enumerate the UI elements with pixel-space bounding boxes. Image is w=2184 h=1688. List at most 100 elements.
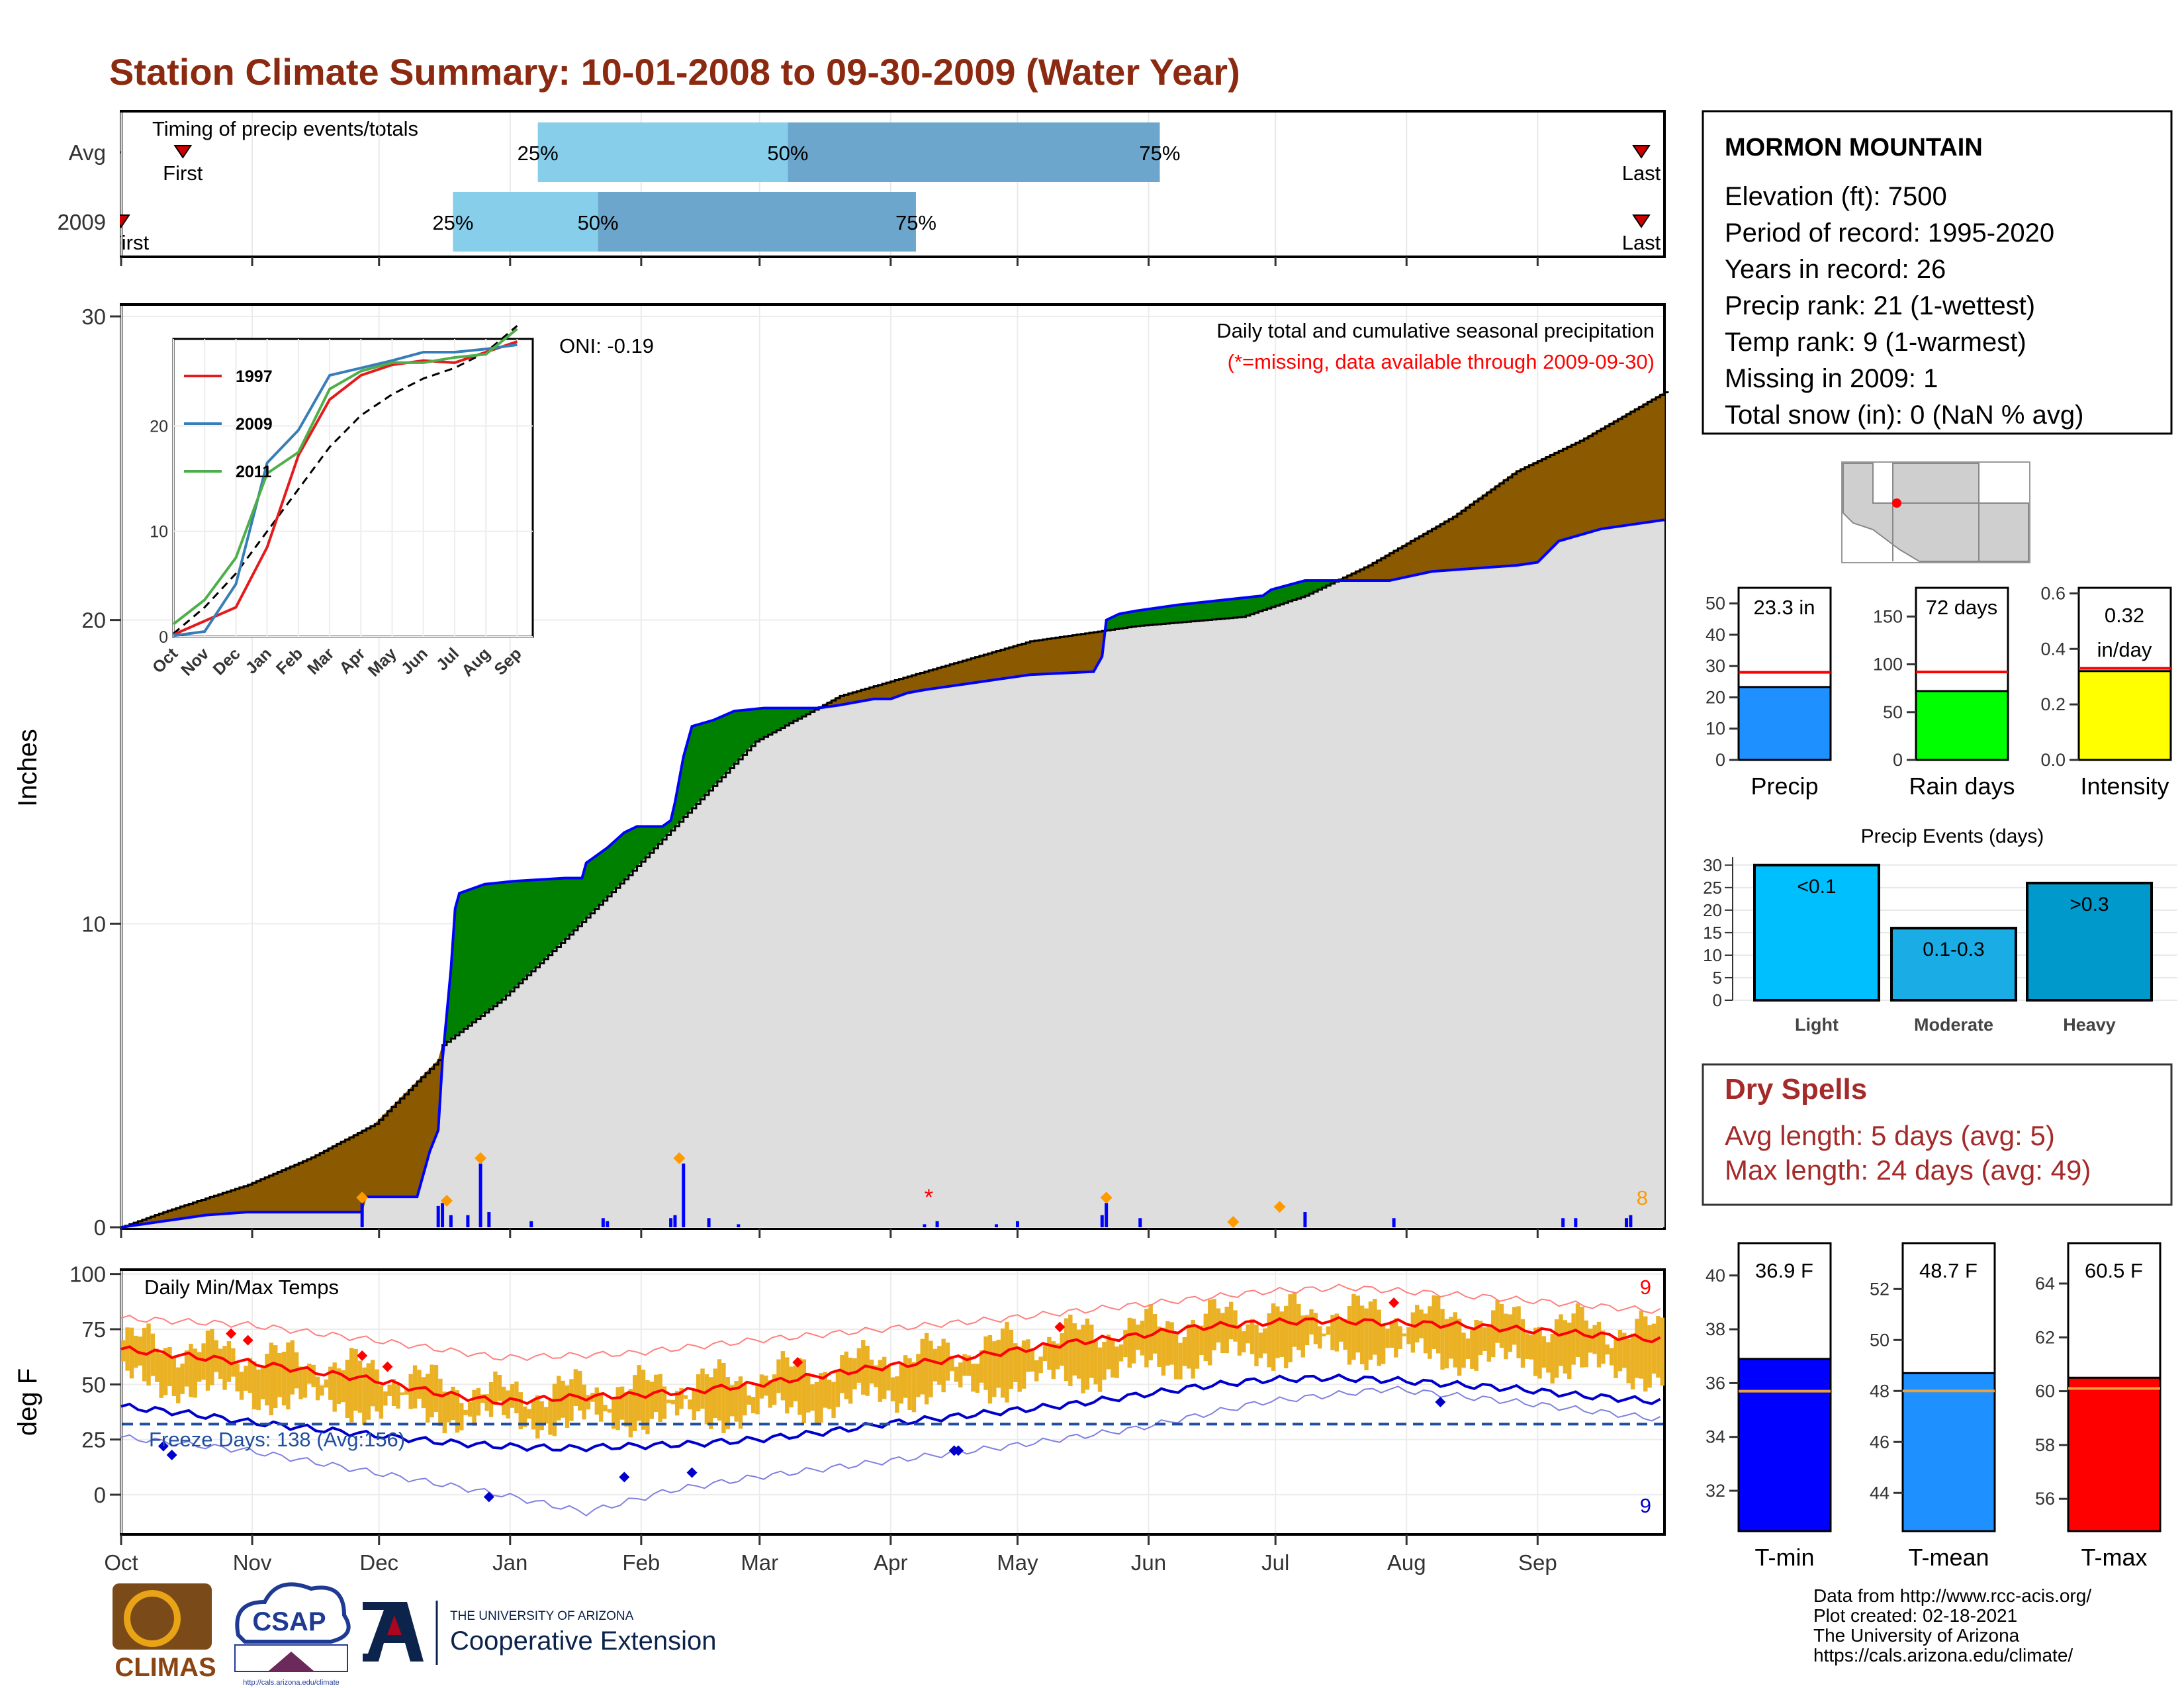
inset-series-line [172, 328, 518, 626]
anomaly-band [1516, 469, 1522, 566]
anomaly-band [539, 878, 545, 964]
daily-temp-bar [899, 1364, 903, 1404]
daily-precip-bar [1574, 1218, 1578, 1227]
anomaly-band [1237, 597, 1242, 618]
daily-temp-bar [649, 1382, 655, 1419]
anomaly-band [949, 663, 955, 687]
record-min-line [120, 1385, 1661, 1517]
precip-rank-line: Precip rank: 21 (1-wettest) [1725, 291, 2035, 320]
summary-bar-tick-label: 0 [1715, 750, 1725, 770]
anomaly-band [1021, 641, 1026, 677]
daily-temp-bar [1343, 1319, 1347, 1350]
anomaly-band [285, 1166, 291, 1213]
anomaly-band [1630, 408, 1635, 526]
daily-temp-bar [966, 1355, 972, 1376]
anomaly-band [970, 656, 976, 684]
anomaly-band [1570, 442, 1576, 538]
anomaly-band [1617, 416, 1623, 527]
timing-bars: Avg25%50%75%FirstLast200925%50%75%FirstL… [58, 113, 1661, 256]
daily-temp-bar [929, 1340, 933, 1397]
precip-panel: 0 10 20 30 * Daily total and cumulative sea… [13, 303, 1669, 1240]
daily-temp-bar [1318, 1326, 1322, 1349]
anomaly-band [319, 1150, 325, 1213]
anomaly-band [586, 859, 591, 919]
temp-ytick-label: 75 [81, 1317, 106, 1342]
daily-temp-bar [1047, 1336, 1052, 1370]
daily-temp-bar [138, 1336, 142, 1366]
daily-temp-bar [379, 1385, 384, 1419]
daily-temp-bar [1258, 1333, 1263, 1358]
daily-temp-bar [535, 1395, 540, 1439]
daily-temp-bar [484, 1394, 489, 1411]
daily-temp-bar [1064, 1318, 1069, 1382]
daily-temp-bar [539, 1401, 544, 1430]
daily-temp-bar [852, 1358, 857, 1389]
record-marker [475, 1152, 487, 1164]
anomaly-band [336, 1141, 341, 1213]
daily-precip-bar [360, 1203, 364, 1227]
daily-temp-bar [1410, 1312, 1416, 1353]
anomaly-band [294, 1162, 299, 1213]
daily-temp-bar [455, 1390, 460, 1433]
summary-bar-tick-label: 30 [1706, 656, 1725, 676]
timing-marker [173, 145, 193, 159]
daily-temp-bar [433, 1365, 439, 1413]
daily-temp-bar [1216, 1308, 1221, 1343]
anomaly-band [1144, 608, 1150, 626]
timing-row-label: Avg [69, 140, 106, 165]
summary-bar-tick-label: 50 [1883, 702, 1903, 722]
anomaly-band [1059, 635, 1065, 674]
month-label: Sep [1518, 1550, 1557, 1575]
daily-temp-bar [298, 1366, 303, 1399]
anomaly-band [480, 883, 485, 1017]
daily-temp-bar [941, 1338, 946, 1393]
daily-temp-bar [1326, 1326, 1331, 1335]
daily-precip-bar [682, 1163, 686, 1227]
daily-temp-bar [265, 1354, 269, 1406]
daily-temp-bar [497, 1374, 502, 1401]
daily-temp-bar [1609, 1348, 1614, 1366]
daily-temp-bar [814, 1382, 819, 1425]
anomaly-band [471, 886, 477, 1023]
daily-temp-bar [865, 1346, 870, 1396]
timing-title: Timing of precip events/totals [152, 117, 418, 140]
daily-temp-bar [1546, 1342, 1551, 1373]
daily-temp-bar [1322, 1333, 1326, 1336]
anomaly-band [1600, 426, 1606, 530]
daily-temp-bar [1592, 1325, 1597, 1354]
daily-precip-bar [669, 1218, 673, 1227]
map-borders [1873, 502, 1979, 561]
daily-temp-bar [1647, 1325, 1652, 1388]
daily-temp-bar [362, 1367, 367, 1425]
daily-temp-bar [290, 1340, 295, 1395]
daily-temp-bar [357, 1360, 363, 1413]
daily-temp-bar [1656, 1316, 1661, 1378]
summary-bar-value [2077, 670, 2172, 761]
anomaly-band [1207, 600, 1212, 621]
daily-temp-bar [155, 1348, 159, 1382]
daily-temp-bar [797, 1358, 802, 1415]
daily-precip-bar [529, 1221, 533, 1227]
anomaly-band [754, 708, 760, 742]
daily-temp-bar [502, 1386, 506, 1415]
dry-spells-frame [1702, 1063, 2173, 1206]
events-bar-label: Heavy [2063, 1015, 2116, 1035]
daily-temp-bar [1220, 1313, 1225, 1354]
daily-temp-bar [1283, 1305, 1289, 1368]
temp-top-count: 9 [1640, 1276, 1651, 1299]
daily-precip-bar [436, 1205, 440, 1227]
temp-summary-bars: 32 34 36 38 40 T-min 36.9 F 44 46 48 50 52 T-mean 48.… [1706, 1242, 2161, 1571]
quartile-label: 50% [767, 142, 808, 165]
record-low-marker [483, 1491, 494, 1503]
footer-line-1: Data from http://www.rcc-acis.org/ [1813, 1585, 2091, 1606]
daily-temp-bar [924, 1333, 929, 1405]
footer-line-3: The University of Arizona [1813, 1625, 2020, 1646]
anomaly-band [1533, 460, 1538, 564]
temp-ytick-label: 100 [69, 1262, 106, 1287]
anomaly-band [1567, 444, 1572, 539]
daily-temp-bar [451, 1386, 455, 1421]
normal-accumulation-area [121, 520, 1664, 1227]
daily-temp-bar [633, 1375, 637, 1432]
daily-temp-bar [1173, 1334, 1179, 1380]
